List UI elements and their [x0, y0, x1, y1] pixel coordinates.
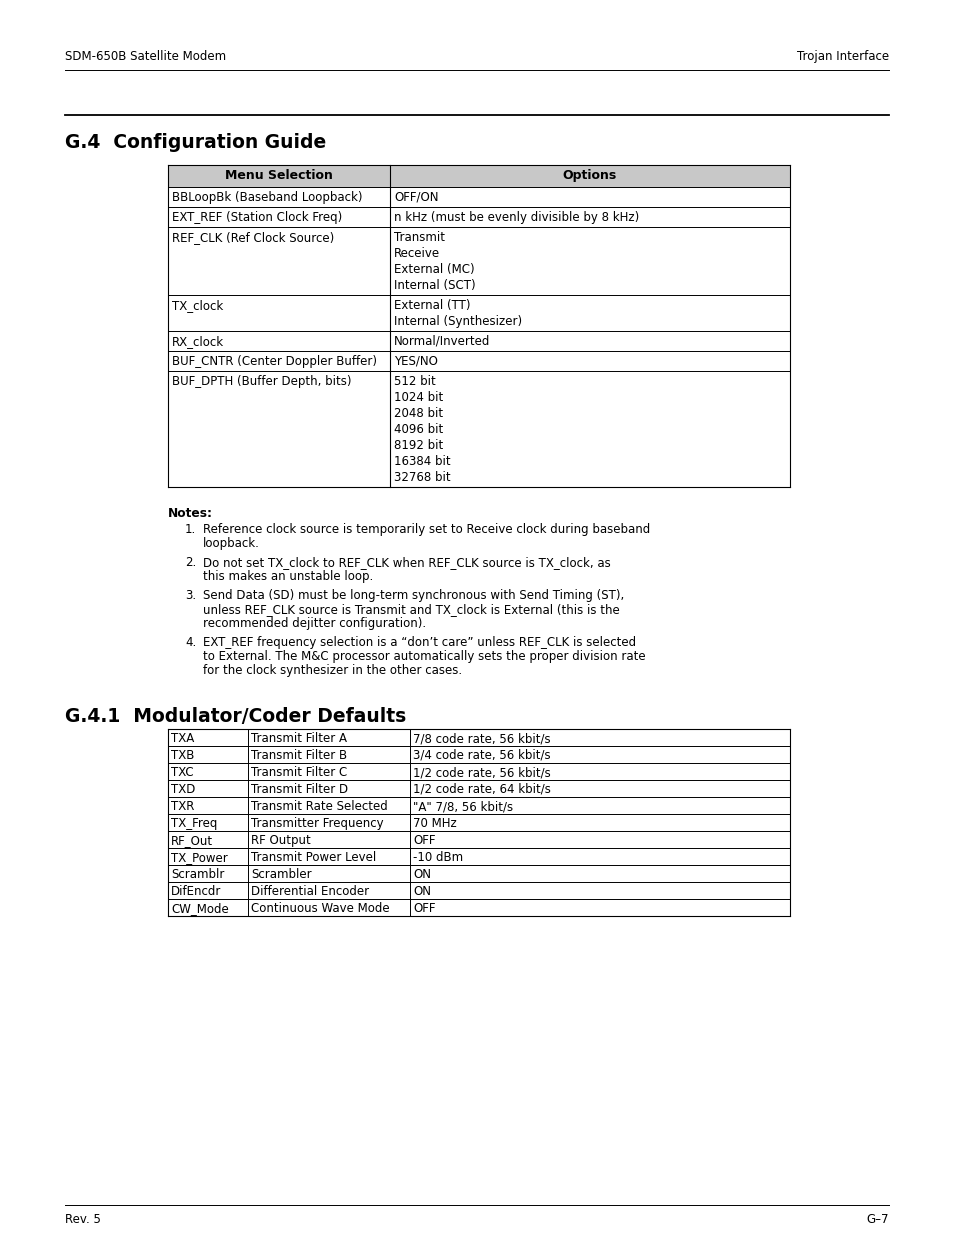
- Text: ON: ON: [413, 885, 431, 898]
- Text: Receive: Receive: [394, 247, 439, 261]
- Text: RF_Out: RF_Out: [171, 834, 213, 847]
- Text: 3/4 code rate, 56 kbit/s: 3/4 code rate, 56 kbit/s: [413, 748, 550, 762]
- Text: BUF_DPTH (Buffer Depth, bits): BUF_DPTH (Buffer Depth, bits): [172, 375, 351, 388]
- Text: 1/2 code rate, 56 kbit/s: 1/2 code rate, 56 kbit/s: [413, 766, 550, 779]
- Text: 1/2 code rate, 64 kbit/s: 1/2 code rate, 64 kbit/s: [413, 783, 550, 797]
- Text: Transmit Filter D: Transmit Filter D: [251, 783, 348, 797]
- Text: OFF: OFF: [413, 834, 435, 847]
- Text: OFF/ON: OFF/ON: [394, 191, 438, 204]
- Text: DifEncdr: DifEncdr: [171, 885, 221, 898]
- Text: Transmit Filter C: Transmit Filter C: [251, 766, 347, 779]
- Text: TXD: TXD: [171, 783, 195, 797]
- Text: G.4  Configuration Guide: G.4 Configuration Guide: [65, 133, 326, 152]
- Text: BBLoopBk (Baseband Loopback): BBLoopBk (Baseband Loopback): [172, 191, 362, 204]
- Text: 3.: 3.: [185, 589, 196, 601]
- Text: EXT_REF frequency selection is a “don’t care” unless REF_CLK is selected: EXT_REF frequency selection is a “don’t …: [203, 636, 636, 650]
- Text: this makes an unstable loop.: this makes an unstable loop.: [203, 571, 373, 583]
- Text: 70 MHz: 70 MHz: [413, 818, 456, 830]
- Text: Menu Selection: Menu Selection: [225, 169, 333, 182]
- Text: External (MC): External (MC): [394, 263, 475, 275]
- Text: BUF_CNTR (Center Doppler Buffer): BUF_CNTR (Center Doppler Buffer): [172, 354, 376, 368]
- Text: Transmit Rate Selected: Transmit Rate Selected: [251, 800, 387, 813]
- Text: Differential Encoder: Differential Encoder: [251, 885, 369, 898]
- Text: EXT_REF (Station Clock Freq): EXT_REF (Station Clock Freq): [172, 211, 342, 224]
- Text: recommended dejitter configuration).: recommended dejitter configuration).: [203, 618, 426, 630]
- Text: "A" 7/8, 56 kbit/s: "A" 7/8, 56 kbit/s: [413, 800, 513, 813]
- Text: RF Output: RF Output: [251, 834, 311, 847]
- Text: -10 dBm: -10 dBm: [413, 851, 462, 864]
- Text: Transmit Filter B: Transmit Filter B: [251, 748, 347, 762]
- Text: Internal (SCT): Internal (SCT): [394, 279, 476, 291]
- Text: TXA: TXA: [171, 732, 194, 745]
- Text: Rev. 5: Rev. 5: [65, 1213, 101, 1226]
- Text: External (TT): External (TT): [394, 299, 470, 312]
- Text: YES/NO: YES/NO: [394, 354, 437, 368]
- Text: 2.: 2.: [185, 556, 196, 569]
- Text: TXR: TXR: [171, 800, 194, 813]
- Text: to External. The M&C processor automatically sets the proper division rate: to External. The M&C processor automatic…: [203, 650, 645, 663]
- Text: unless REF_CLK source is Transmit and TX_clock is External (this is the: unless REF_CLK source is Transmit and TX…: [203, 603, 619, 616]
- Text: CW_Mode: CW_Mode: [171, 902, 229, 915]
- Text: 1024 bit: 1024 bit: [394, 391, 443, 404]
- Text: n kHz (must be evenly divisible by 8 kHz): n kHz (must be evenly divisible by 8 kHz…: [394, 211, 639, 224]
- Text: TX_Power: TX_Power: [171, 851, 228, 864]
- Text: Options: Options: [562, 169, 617, 182]
- Text: Transmit Filter A: Transmit Filter A: [251, 732, 347, 745]
- Text: Do not set TX_clock to REF_CLK when REF_CLK source is TX_clock, as: Do not set TX_clock to REF_CLK when REF_…: [203, 556, 610, 569]
- Text: Internal (Synthesizer): Internal (Synthesizer): [394, 315, 521, 329]
- Text: Notes:: Notes:: [168, 508, 213, 520]
- Text: REF_CLK (Ref Clock Source): REF_CLK (Ref Clock Source): [172, 231, 334, 245]
- Text: for the clock synthesizer in the other cases.: for the clock synthesizer in the other c…: [203, 664, 461, 677]
- Bar: [168, 165, 789, 186]
- Text: Scramblr: Scramblr: [171, 868, 224, 881]
- Text: 2048 bit: 2048 bit: [394, 408, 442, 420]
- Text: G–7: G–7: [865, 1213, 888, 1226]
- Text: TX_clock: TX_clock: [172, 299, 223, 312]
- Text: 1.: 1.: [185, 522, 196, 536]
- Text: 4096 bit: 4096 bit: [394, 424, 443, 436]
- Text: ON: ON: [413, 868, 431, 881]
- Text: RX_clock: RX_clock: [172, 335, 224, 348]
- Text: Transmit Power Level: Transmit Power Level: [251, 851, 375, 864]
- Text: TXC: TXC: [171, 766, 193, 779]
- Text: Trojan Interface: Trojan Interface: [796, 49, 888, 63]
- Text: Scrambler: Scrambler: [251, 868, 312, 881]
- Text: Normal/Inverted: Normal/Inverted: [394, 335, 490, 348]
- Text: 8192 bit: 8192 bit: [394, 438, 443, 452]
- Text: TXB: TXB: [171, 748, 194, 762]
- Text: 7/8 code rate, 56 kbit/s: 7/8 code rate, 56 kbit/s: [413, 732, 550, 745]
- Text: 16384 bit: 16384 bit: [394, 454, 450, 468]
- Text: loopback.: loopback.: [203, 537, 259, 550]
- Text: SDM-650B Satellite Modem: SDM-650B Satellite Modem: [65, 49, 226, 63]
- Text: 512 bit: 512 bit: [394, 375, 436, 388]
- Text: Transmit: Transmit: [394, 231, 444, 245]
- Text: Transmitter Frequency: Transmitter Frequency: [251, 818, 383, 830]
- Text: G.4.1  Modulator/Coder Defaults: G.4.1 Modulator/Coder Defaults: [65, 706, 406, 726]
- Text: 32768 bit: 32768 bit: [394, 471, 450, 484]
- Text: Send Data (SD) must be long-term synchronous with Send Timing (ST),: Send Data (SD) must be long-term synchro…: [203, 589, 623, 601]
- Text: TX_Freq: TX_Freq: [171, 818, 217, 830]
- Text: 4.: 4.: [185, 636, 196, 650]
- Text: Reference clock source is temporarily set to Receive clock during baseband: Reference clock source is temporarily se…: [203, 522, 650, 536]
- Text: OFF: OFF: [413, 902, 435, 915]
- Text: Continuous Wave Mode: Continuous Wave Mode: [251, 902, 389, 915]
